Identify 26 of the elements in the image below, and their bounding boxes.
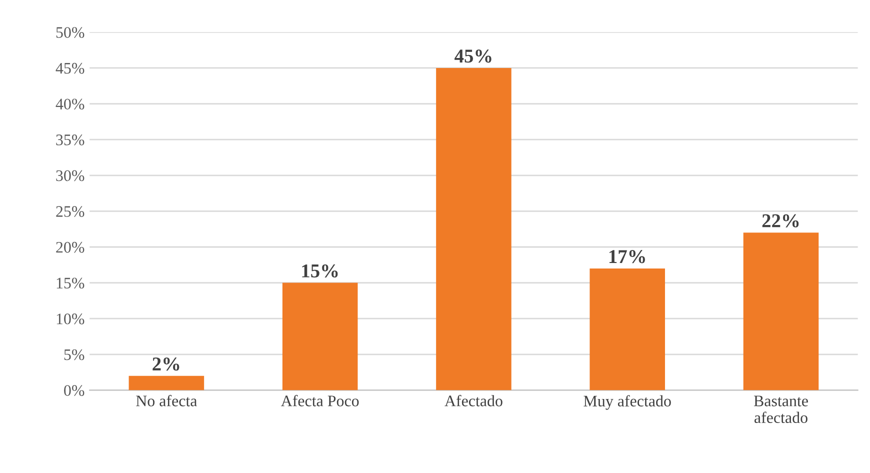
data-label: 2% — [152, 357, 180, 371]
y-tick-label: 0% — [64, 385, 84, 396]
x-tick-label: Muy afectado — [584, 395, 671, 410]
bar — [590, 268, 665, 390]
y-tick-label: 10% — [56, 314, 84, 324]
data-label: 15% — [302, 264, 338, 278]
y-tick-label: 30% — [56, 170, 84, 182]
x-tick-label: Bastante afectado — [754, 396, 808, 424]
data-label: 17% — [609, 250, 645, 264]
y-tick-label: 25% — [56, 206, 84, 217]
x-tick-label: No afecta — [136, 394, 198, 406]
bar — [282, 282, 358, 390]
y-tick-label: 50% — [56, 27, 84, 38]
bar — [743, 232, 819, 390]
y-tick-label: 20% — [56, 242, 84, 253]
y-tick-label: 40% — [56, 98, 84, 110]
data-label: 45% — [454, 50, 492, 63]
y-tick-label: 35% — [56, 134, 84, 146]
data-label: 22% — [762, 214, 799, 228]
x-tick-label: Afectado — [444, 394, 502, 406]
x-tick-label: Afecta Poco — [280, 394, 359, 406]
y-tick-label: 5% — [64, 349, 84, 360]
y-tick-label: 45% — [56, 62, 84, 74]
bar — [128, 376, 204, 390]
bar — [436, 68, 512, 390]
y-tick-label: 15% — [56, 278, 84, 289]
